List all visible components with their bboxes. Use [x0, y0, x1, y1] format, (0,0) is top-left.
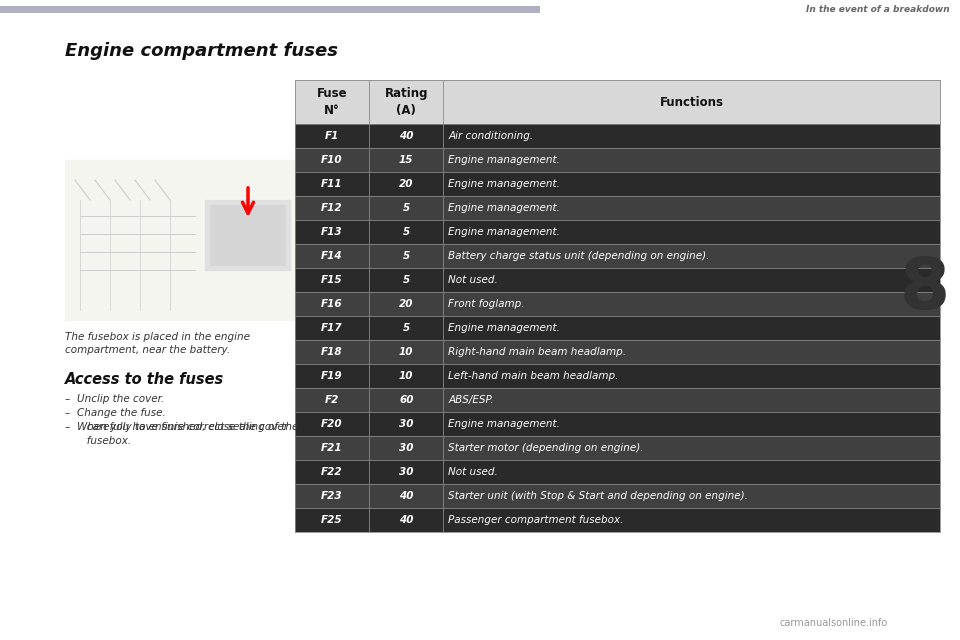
Text: 5: 5 [402, 275, 410, 285]
Text: compartment, near the battery.: compartment, near the battery. [65, 345, 230, 355]
Text: 40: 40 [399, 515, 414, 525]
Text: –: – [65, 394, 70, 404]
Bar [295, 436, 940, 460]
Text: Fuse
N°: Fuse N° [317, 87, 348, 117]
Text: 5: 5 [402, 203, 410, 213]
Text: Engine management.: Engine management. [448, 155, 561, 165]
Text: ABS/ESP.: ABS/ESP. [448, 395, 494, 405]
Text: F19: F19 [322, 371, 343, 381]
Text: Starter unit (with Stop & Start and depending on engine).: Starter unit (with Stop & Start and depe… [448, 491, 748, 501]
Bar [295, 460, 940, 484]
Text: Passenger compartment fusebox.: Passenger compartment fusebox. [448, 515, 624, 525]
Bar [205, 200, 290, 270]
Bar [295, 316, 940, 340]
Text: Left-hand main beam headlamp.: Left-hand main beam headlamp. [448, 371, 619, 381]
Text: Engine compartment fuses: Engine compartment fuses [65, 42, 338, 60]
Text: –: – [65, 422, 70, 432]
Text: F12: F12 [322, 203, 343, 213]
Bar [295, 340, 940, 364]
Text: 20: 20 [399, 179, 414, 189]
Text: F16: F16 [322, 299, 343, 309]
Text: 15: 15 [399, 155, 414, 165]
Text: 10: 10 [399, 371, 414, 381]
Text: F22: F22 [322, 467, 343, 477]
Text: 8: 8 [900, 255, 950, 324]
Text: Right-hand main beam headlamp.: Right-hand main beam headlamp. [448, 347, 626, 357]
Text: F2: F2 [324, 395, 339, 405]
Text: 40: 40 [399, 491, 414, 501]
Bar [295, 508, 940, 532]
Text: In the event of a breakdown: In the event of a breakdown [806, 4, 950, 13]
Bar [295, 220, 940, 244]
Text: Front foglamp.: Front foglamp. [448, 299, 525, 309]
Text: F23: F23 [322, 491, 343, 501]
Text: F1: F1 [324, 131, 339, 141]
Text: 5: 5 [402, 251, 410, 261]
Bar [295, 124, 940, 148]
Bar [65, 160, 305, 320]
Text: Battery charge status unit (depending on engine).: Battery charge status unit (depending on… [448, 251, 709, 261]
Text: Engine management.: Engine management. [448, 227, 561, 237]
Text: F15: F15 [322, 275, 343, 285]
Text: 10: 10 [399, 347, 414, 357]
Bar [295, 148, 940, 172]
Text: Not used.: Not used. [448, 275, 498, 285]
Text: 60: 60 [399, 395, 414, 405]
Text: F13: F13 [322, 227, 343, 237]
Bar [0, 6, 540, 13]
Text: Engine management.: Engine management. [448, 323, 561, 333]
Text: Engine management.: Engine management. [448, 179, 561, 189]
Text: Air conditioning.: Air conditioning. [448, 131, 534, 141]
Text: carmanualsonline.info: carmanualsonline.info [780, 618, 888, 628]
Bar [295, 244, 940, 268]
Text: Rating
(A): Rating (A) [385, 87, 428, 117]
Text: F20: F20 [322, 419, 343, 429]
Bar [295, 292, 940, 316]
Text: 40: 40 [399, 131, 414, 141]
Text: Starter motor (depending on engine).: Starter motor (depending on engine). [448, 443, 644, 453]
Text: 5: 5 [402, 323, 410, 333]
Text: –: – [65, 408, 70, 418]
Text: Access to the fuses: Access to the fuses [65, 372, 225, 387]
Text: When you have finished, close the cover: When you have finished, close the cover [77, 422, 288, 432]
Bar [295, 268, 940, 292]
Text: 5: 5 [402, 227, 410, 237]
Text: 20: 20 [399, 299, 414, 309]
Text: F10: F10 [322, 155, 343, 165]
Bar [295, 80, 940, 124]
Bar [295, 172, 940, 196]
Text: Functions: Functions [660, 95, 724, 109]
Text: F11: F11 [322, 179, 343, 189]
Text: F25: F25 [322, 515, 343, 525]
Text: F21: F21 [322, 443, 343, 453]
Text: F18: F18 [322, 347, 343, 357]
Bar [295, 388, 940, 412]
Bar [295, 364, 940, 388]
Text: fusebox.: fusebox. [77, 436, 132, 446]
Bar [295, 412, 940, 436]
Bar [295, 484, 940, 508]
Text: carefully to ensure correct sealing of the: carefully to ensure correct sealing of t… [77, 422, 299, 432]
Text: Engine management.: Engine management. [448, 203, 561, 213]
Text: F17: F17 [322, 323, 343, 333]
Bar [295, 196, 940, 220]
Text: Unclip the cover.: Unclip the cover. [77, 394, 164, 404]
Text: 30: 30 [399, 443, 414, 453]
Bar [210, 205, 285, 265]
Text: Engine management.: Engine management. [448, 419, 561, 429]
Text: F14: F14 [322, 251, 343, 261]
Text: The fusebox is placed in the engine: The fusebox is placed in the engine [65, 332, 250, 342]
Text: 30: 30 [399, 467, 414, 477]
Text: Change the fuse.: Change the fuse. [77, 408, 166, 418]
Text: 30: 30 [399, 419, 414, 429]
Text: Not used.: Not used. [448, 467, 498, 477]
